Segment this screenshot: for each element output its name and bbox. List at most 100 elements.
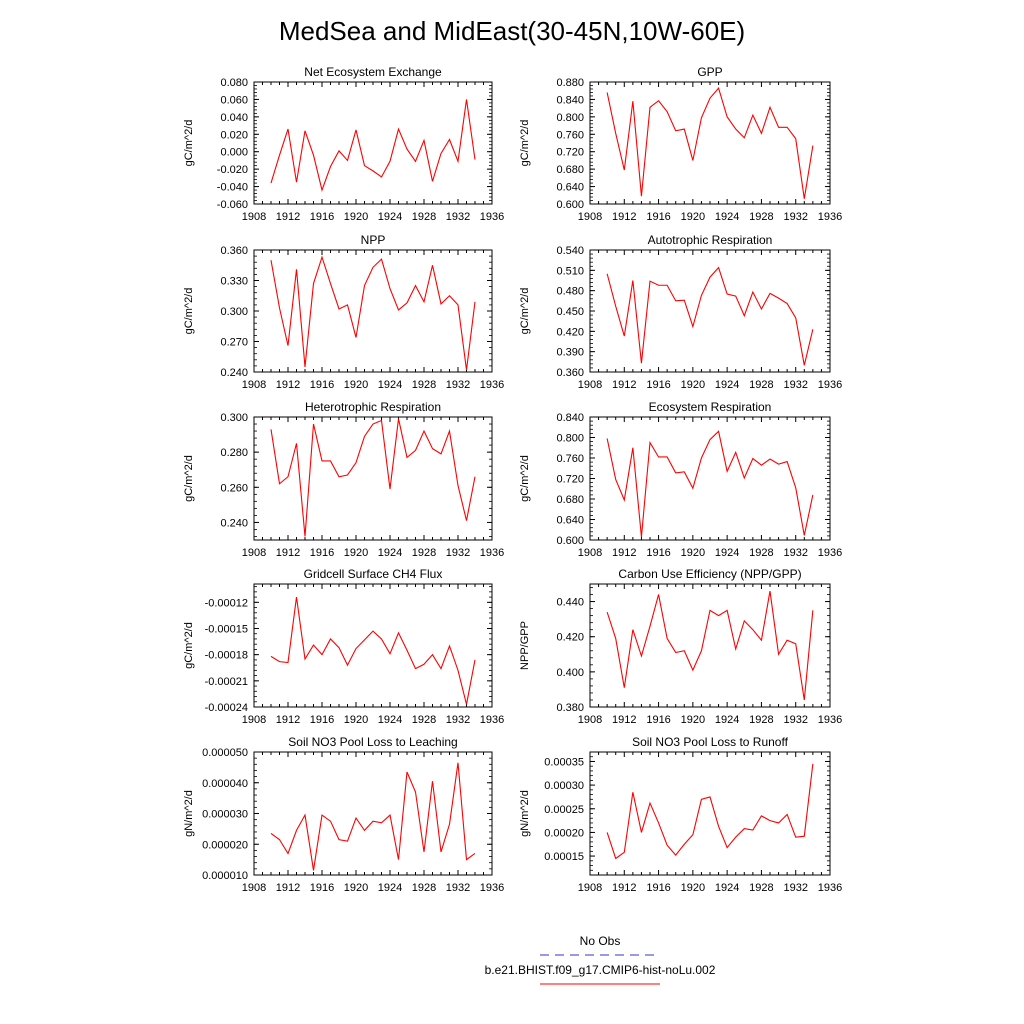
x-tick-label: 1912: [276, 379, 300, 391]
y-tick-label: 0.480: [556, 286, 584, 298]
x-tick-label: 1912: [612, 211, 636, 223]
panel-gridcell-surface-ch4-flux: Gridcell Surface CH4 Flux gC/m^2/d 1908 191…: [183, 567, 504, 726]
x-tick-label: 1928: [749, 547, 773, 559]
x-tick-label: 1924: [715, 547, 739, 559]
y-tick-label: 0.680: [556, 494, 584, 506]
y-tick-label: 0.280: [220, 447, 248, 459]
y-tick-label: 0.000040: [202, 778, 248, 790]
x-tick-label: 1928: [749, 379, 773, 391]
x-tick-label: 1920: [344, 714, 368, 726]
x-tick-label: 1920: [681, 882, 705, 894]
y-tick-label: 0.400: [556, 667, 584, 679]
x-tick-label: 1912: [276, 547, 300, 559]
y-tick-label: -0.00024: [205, 702, 248, 714]
x-tick-label: 1920: [344, 211, 368, 223]
x-tick-label: 1936: [480, 211, 504, 223]
x-tick-label: 1924: [715, 379, 739, 391]
series-line: [270, 597, 476, 705]
x-tick-label: 1928: [412, 379, 436, 391]
panel-title: Heterotrophic Respiration: [305, 400, 441, 414]
legend-label-model-run: b.e21.BHIST.f09_g17.CMIP6-hist-noLu.002: [485, 963, 716, 977]
y-axis-label: gC/m^2/d: [183, 288, 195, 335]
series-line: [270, 99, 476, 192]
panel-title: Autotrophic Respiration: [648, 233, 773, 247]
x-tick-label: 1924: [378, 211, 402, 223]
x-tick-label: 1912: [276, 211, 300, 223]
y-tick-label: 0.000: [220, 147, 248, 159]
x-tick-label: 1912: [612, 547, 636, 559]
y-tick-label: 0.510: [556, 265, 584, 277]
y-axis-label: NPP/GPP: [519, 621, 531, 670]
y-tick-label: -0.040: [217, 182, 248, 194]
x-tick-label: 1916: [310, 882, 334, 894]
x-tick-label: 1916: [646, 714, 670, 726]
x-tick-label: 1936: [818, 211, 842, 223]
x-tick-label: 1916: [646, 379, 670, 391]
panels: Net Ecosystem Exchange gC/m^2/d 1908 1912 19…: [183, 65, 842, 894]
x-tick-label: 1932: [446, 714, 470, 726]
y-tick-label: 0.330: [220, 276, 248, 288]
series-line: [270, 418, 476, 537]
y-axis-label: gN/m^2/d: [519, 790, 531, 837]
x-tick-label: 1936: [818, 547, 842, 559]
x-tick-label: 1916: [646, 547, 670, 559]
x-tick-label: 1928: [749, 714, 773, 726]
x-tick-label: 1912: [612, 379, 636, 391]
panel-title: Carbon Use Efficiency (NPP/GPP): [618, 567, 801, 581]
y-tick-label: 0.760: [556, 453, 584, 465]
x-tick-label: 1932: [783, 379, 807, 391]
x-tick-label: 1932: [446, 211, 470, 223]
x-tick-label: 1928: [749, 882, 773, 894]
y-tick-label: -0.00015: [205, 623, 248, 635]
panel-autotrophic-respiration: Autotrophic Respiration gC/m^2/d 1908 1912 1…: [519, 233, 842, 391]
panel-title: GPP: [697, 65, 722, 79]
x-tick-label: 1924: [715, 211, 739, 223]
y-tick-label: 0.720: [556, 147, 584, 159]
legend-label-no-obs: No Obs: [580, 934, 621, 948]
x-tick-label: 1920: [344, 547, 368, 559]
x-tick-label: 1936: [818, 714, 842, 726]
x-tick-label: 1928: [412, 211, 436, 223]
x-tick-label: 1916: [310, 547, 334, 559]
y-axis-label: gC/m^2/d: [519, 120, 531, 167]
x-tick-label: 1936: [480, 714, 504, 726]
y-axis-label: gC/m^2/d: [183, 622, 195, 669]
plot-frame: [253, 416, 493, 541]
y-tick-label: 0.000050: [202, 747, 248, 759]
plot-frame: [589, 751, 831, 876]
x-tick-label: 1908: [578, 547, 602, 559]
y-tick-label: 0.240: [220, 517, 248, 529]
y-tick-label: 0.540: [556, 245, 584, 257]
y-tick-label: 0.640: [556, 515, 584, 527]
x-tick-label: 1924: [715, 882, 739, 894]
x-tick-label: 1908: [242, 379, 266, 391]
y-tick-label: 0.00015: [544, 851, 584, 863]
y-tick-label: 0.600: [556, 199, 584, 211]
x-tick-label: 1936: [480, 547, 504, 559]
x-tick-label: 1928: [412, 547, 436, 559]
x-tick-label: 1920: [344, 882, 368, 894]
x-tick-label: 1908: [242, 882, 266, 894]
y-tick-label: 0.380: [556, 702, 584, 714]
x-tick-label: 1920: [344, 379, 368, 391]
panel-title: Soil NO3 Pool Loss to Runoff: [632, 735, 789, 749]
x-tick-label: 1908: [578, 714, 602, 726]
y-tick-label: 0.420: [556, 632, 584, 644]
x-tick-label: 1920: [681, 379, 705, 391]
y-axis-label: gC/m^2/d: [519, 288, 531, 335]
x-tick-label: 1912: [612, 882, 636, 894]
panel-heterotrophic-respiration: Heterotrophic Respiration gC/m^2/d 1908 191…: [183, 400, 504, 559]
panel-soil-no3-pool-loss-to-runoff: Soil NO3 Pool Loss to Runoff gN/m^2/d 1908…: [519, 735, 842, 894]
x-tick-label: 1936: [480, 379, 504, 391]
y-tick-label: 0.840: [556, 412, 584, 424]
y-tick-label: 0.300: [220, 306, 248, 318]
x-tick-label: 1916: [310, 379, 334, 391]
y-tick-label: 0.680: [556, 164, 584, 176]
x-tick-label: 1920: [681, 714, 705, 726]
y-tick-label: 0.040: [220, 112, 248, 124]
y-axis-label: gC/m^2/d: [183, 455, 195, 502]
x-tick-label: 1928: [412, 714, 436, 726]
y-tick-label: 0.00035: [544, 756, 584, 768]
x-tick-label: 1936: [818, 882, 842, 894]
y-tick-label: 0.640: [556, 182, 584, 194]
